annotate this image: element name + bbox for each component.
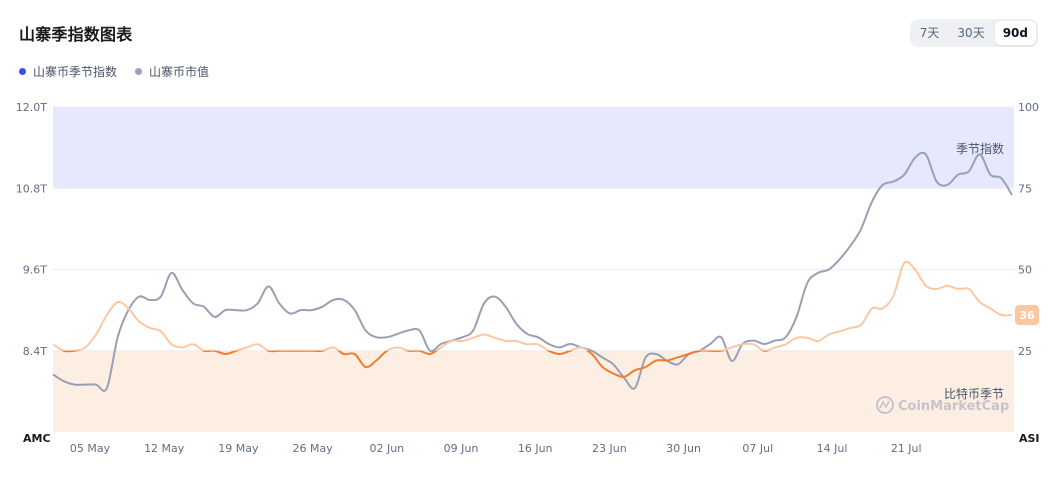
current-value-badge-label: 36 [1019,309,1035,322]
legend-item-altcoin-index[interactable]: 山寨币季节指数 [19,63,117,80]
range-90d-button[interactable]: 90d [994,21,1036,45]
x-tick-label: 30 Jun [666,442,701,455]
legend-item-altcoin-marketcap[interactable]: 山寨币市值 [135,63,209,80]
legend-label: 山寨币市值 [149,65,210,79]
x-tick-label: 09 Jun [444,442,479,455]
x-tick-label: 02 Jun [369,442,404,455]
current-value-badge [1015,305,1039,325]
watermark: CoinMarketCap [876,396,1009,414]
range-7d-button[interactable]: 7天 [919,26,940,40]
left-tick-label: 10.8T [16,182,47,195]
right-tick-label: 50 [1018,264,1032,277]
coinmarketcap-logo-icon-mark [879,400,890,409]
left-tick-label: 9.6T [23,264,47,277]
range-30d-button[interactable]: 30天 [957,26,985,40]
chart-legend: 山寨币季节指数 山寨币市值 [19,63,209,80]
x-tick-label: 16 Jun [518,442,553,455]
zone-label-bitcoin-season: 比特币季节 [944,386,1004,401]
legend-dot-icon [19,68,26,75]
zone-band-0 [53,107,1014,189]
watermark-label: CoinMarketCap [898,399,1009,414]
x-tick-label: 19 May [218,442,259,455]
x-tick-label: 07 Jul [742,442,773,455]
legend-label: 山寨币季节指数 [33,65,118,79]
left-tick-label: 8.4T [23,345,47,358]
legend-dot-icon [135,68,143,75]
series-line-altcoin-index-upper [53,260,1013,351]
x-tick-label: 12 May [144,442,185,455]
x-tick-label: 21 Jul [891,442,922,455]
left-axis-label: AMC [23,432,51,445]
zone-label-altseason: 季节指数 [956,141,1004,156]
page-title: 山寨季指数图表 [19,25,133,44]
right-axis-label: ASI [1019,432,1040,445]
time-range-switch: 7天 30天 90d [909,19,1038,47]
right-tick-label: 75 [1018,182,1032,195]
x-tick-label: 26 May [292,442,333,455]
coinmarketcap-logo-icon [876,396,894,414]
series-line-altcoin-marketcap [52,151,1013,392]
right-tick-label: 100 [1018,101,1039,114]
right-tick-label: 25 [1018,345,1032,358]
zone-band-1 [53,350,1014,432]
left-tick-label: 12.0T [16,101,47,114]
x-tick-label: 23 Jun [592,442,627,455]
x-tick-label: 14 Jul [817,442,848,455]
x-tick-label: 05 May [70,442,111,455]
